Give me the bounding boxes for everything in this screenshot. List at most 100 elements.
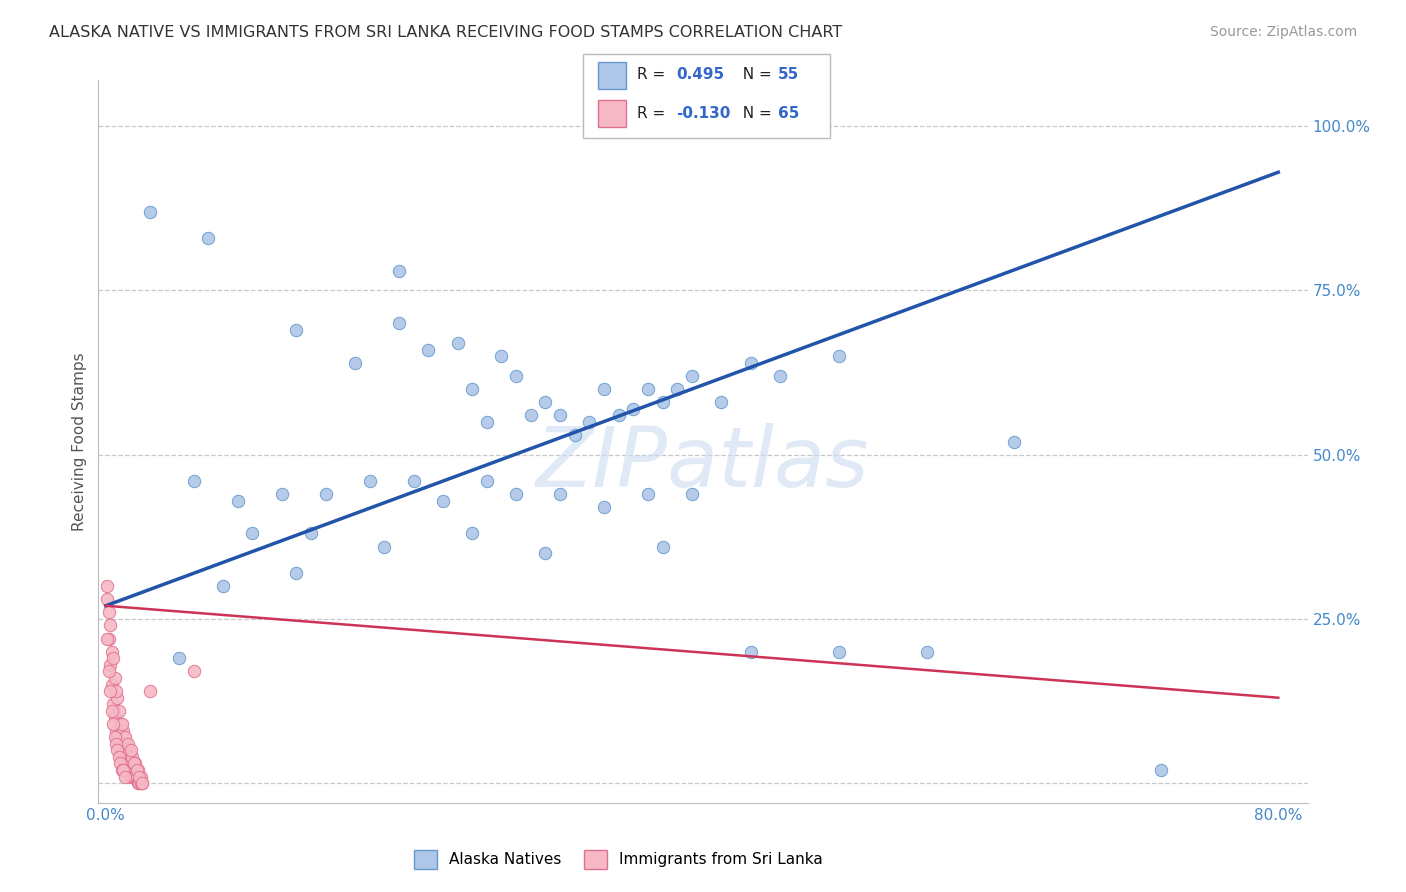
Point <box>432 493 454 508</box>
Point <box>593 500 616 515</box>
Point <box>111 749 134 764</box>
Point <box>129 776 152 790</box>
Point <box>491 349 513 363</box>
Point <box>475 415 498 429</box>
Point <box>103 671 125 685</box>
Point <box>131 776 153 790</box>
Point <box>100 704 122 718</box>
Point <box>117 763 139 777</box>
Point <box>637 487 659 501</box>
Point <box>98 618 121 632</box>
Point <box>97 605 120 619</box>
Text: -0.130: -0.130 <box>676 106 731 120</box>
Point <box>112 763 135 777</box>
Point <box>475 474 498 488</box>
Point <box>446 336 468 351</box>
Point <box>125 770 148 784</box>
Point <box>124 770 146 784</box>
Point <box>114 756 136 771</box>
Point <box>101 717 124 731</box>
Point <box>740 356 762 370</box>
Point <box>122 770 145 784</box>
Point <box>111 763 134 777</box>
Point <box>621 401 644 416</box>
Point <box>710 395 733 409</box>
Point <box>285 323 308 337</box>
Point <box>681 368 703 383</box>
Point <box>103 710 125 724</box>
Text: N =: N = <box>733 106 776 120</box>
Point <box>299 526 322 541</box>
Point <box>122 756 145 771</box>
Point <box>138 684 160 698</box>
Point <box>105 723 128 738</box>
Point <box>534 546 557 560</box>
Point <box>108 704 131 718</box>
Y-axis label: Receiving Food Stamps: Receiving Food Stamps <box>72 352 87 531</box>
Point <box>681 487 703 501</box>
Point <box>270 487 292 501</box>
Point <box>97 632 120 646</box>
Text: R =: R = <box>637 106 671 120</box>
Point <box>128 776 150 790</box>
Point <box>915 645 938 659</box>
Point <box>110 717 132 731</box>
Point <box>114 730 136 744</box>
Point <box>120 743 142 757</box>
Point <box>343 356 366 370</box>
Point <box>107 690 129 705</box>
Point <box>129 770 152 784</box>
Point <box>564 428 586 442</box>
Point <box>124 756 146 771</box>
Text: R =: R = <box>637 67 671 81</box>
Point <box>120 770 142 784</box>
Point <box>240 526 263 541</box>
Point <box>637 382 659 396</box>
Point <box>108 737 131 751</box>
Point <box>118 743 141 757</box>
Point <box>285 566 308 580</box>
Text: N =: N = <box>733 67 776 81</box>
Point <box>112 723 135 738</box>
Point <box>101 698 124 712</box>
Point <box>128 770 150 784</box>
Point <box>388 316 411 330</box>
Point <box>100 645 122 659</box>
Point <box>96 579 118 593</box>
Point <box>110 743 132 757</box>
Point <box>107 730 129 744</box>
Text: ALASKA NATIVE VS IMMIGRANTS FROM SRI LANKA RECEIVING FOOD STAMPS CORRELATION CHA: ALASKA NATIVE VS IMMIGRANTS FROM SRI LAN… <box>49 25 842 40</box>
Point <box>212 579 235 593</box>
Point <box>534 395 557 409</box>
Text: Source: ZipAtlas.com: Source: ZipAtlas.com <box>1209 25 1357 39</box>
Point <box>461 382 484 396</box>
Point <box>96 632 118 646</box>
Point <box>121 749 143 764</box>
Point <box>315 487 337 501</box>
Point <box>461 526 484 541</box>
Point <box>138 204 160 219</box>
Point <box>108 749 131 764</box>
Point <box>183 665 205 679</box>
Text: 0.495: 0.495 <box>676 67 724 81</box>
Point <box>114 770 136 784</box>
Point <box>131 776 153 790</box>
Point <box>505 487 527 501</box>
Point <box>97 665 120 679</box>
Point <box>740 645 762 659</box>
Point <box>117 737 139 751</box>
Point <box>115 756 138 771</box>
Point <box>183 474 205 488</box>
Point <box>769 368 792 383</box>
Point <box>125 763 148 777</box>
Point <box>520 409 543 423</box>
Point <box>98 684 121 698</box>
Point <box>388 264 411 278</box>
Point <box>1004 434 1026 449</box>
Point <box>226 493 249 508</box>
Point <box>359 474 381 488</box>
Point <box>127 763 149 777</box>
Point <box>105 684 128 698</box>
Point <box>418 343 440 357</box>
Point <box>548 409 571 423</box>
